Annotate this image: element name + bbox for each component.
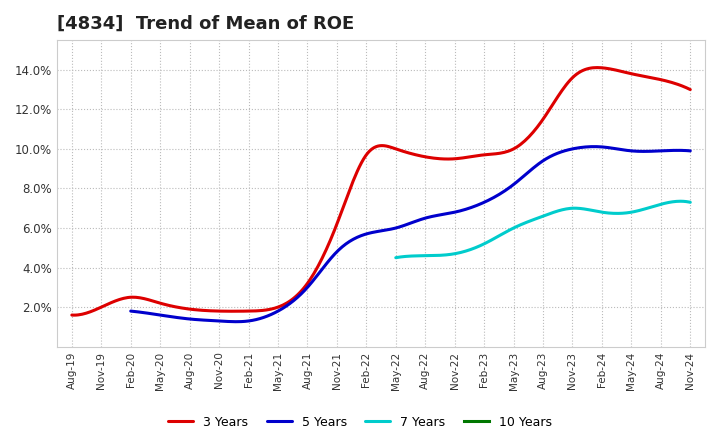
Legend: 3 Years, 5 Years, 7 Years, 10 Years: 3 Years, 5 Years, 7 Years, 10 Years bbox=[163, 411, 557, 434]
Text: [4834]  Trend of Mean of ROE: [4834] Trend of Mean of ROE bbox=[57, 15, 354, 33]
